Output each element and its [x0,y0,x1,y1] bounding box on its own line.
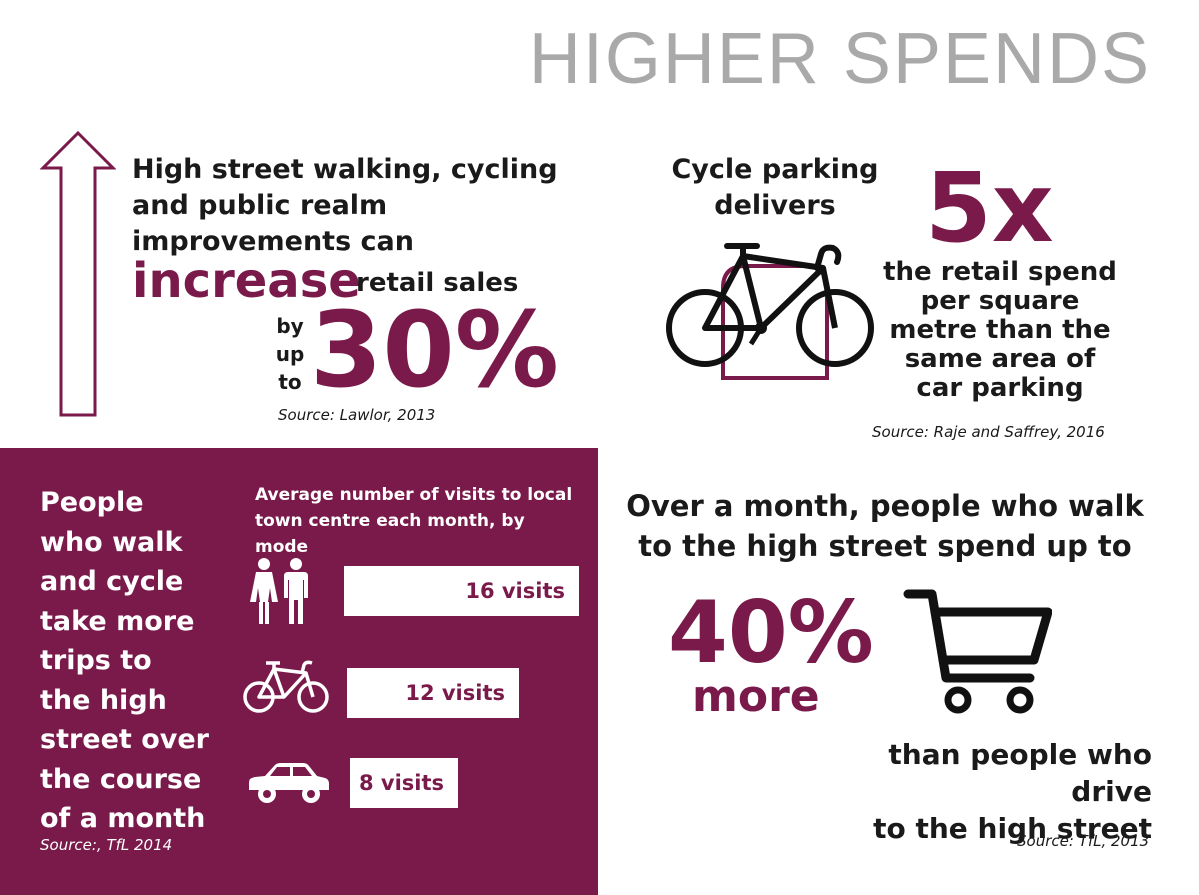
by-up-to-text: by up to [275,312,305,396]
section2-desc-line5: car parking [916,373,1084,403]
bar-label-cycle: 12 visits [405,681,505,705]
section1-text: High street walking, cycling and public … [132,152,558,260]
section3-line: take more [40,605,195,637]
section4-line2: to the high street spend up to [638,529,1132,563]
bar-label-walk: 16 visits [465,579,565,603]
section3-line: of a month [40,803,206,834]
pedestrians-icon [250,558,308,624]
section1-line1: High street walking, cycling [132,154,558,185]
bicycle-icon [243,660,329,713]
section4-source: Source: TfL, 2013 [1017,832,1150,850]
bicycle-parking-icon [666,243,874,380]
section2-desc-line1: the retail spend [883,257,1117,287]
car-icon [249,763,329,803]
section1-source: Source: Lawlor, 2013 [278,406,436,424]
chart-title: Average number of visits to local town c… [255,482,575,560]
section2-desc-line3: metre than the [889,315,1111,345]
section2-description: the retail spend per square metre than t… [880,258,1120,403]
section3-line: trips to [40,645,152,676]
up-word: up [275,342,305,366]
forty-percent: 40% [668,583,874,683]
to-word: to [278,370,302,394]
section4-than-line1: than people who drive [888,738,1152,808]
chart-title-line1: Average number of visits to local [255,485,573,505]
by-word: by [276,314,304,338]
section2-desc-line2: per square [920,286,1080,316]
section3-line: street over [40,724,210,755]
section4-text: Over a month, people who walk to the hig… [620,486,1150,566]
section3-line: the course [40,763,202,795]
bar-car: 8 visits [350,758,458,808]
section4-line1: Over a month, people who walk [626,489,1144,523]
up-arrow-icon [40,130,116,417]
increase-word: increase [132,253,361,309]
bar-cycle: 12 visits [347,668,519,718]
section1-line2: and public realm [132,190,388,221]
section2-source: Source: Raje and Saffrey, 2016 [872,423,1105,441]
section3-text: People who walk and cycle take more trip… [40,483,240,839]
section4-than-line2: to the high street [873,812,1152,845]
section1-line3: improvements can [132,226,414,257]
retail-sales-text: retail sales [356,268,519,298]
bar-walk: 16 visits [344,566,579,616]
chart-title-line2: town centre each month, by mode [255,511,525,557]
bar-label-car: 8 visits [358,771,444,795]
thirty-percent: 30% [310,289,559,411]
section2-line1: Cycle parking [671,154,879,185]
shopping-cart-icon [903,589,1052,714]
more-word: more [692,671,820,722]
page-title: HIGHER SPENDS [528,19,1151,99]
section2-desc-line4: same area of [904,344,1096,374]
section3-line: and cycle [40,566,184,597]
section3-line: People [40,487,144,518]
five-x: 5x [925,152,1054,264]
section4-than: than people who drive to the high street [800,736,1152,847]
section3-source: Source:, TfL 2014 [40,836,173,854]
section3-line: the high [40,684,167,716]
section2-text: Cycle parking delivers [660,152,890,224]
section2-line2: delivers [714,190,836,221]
section3-line: who walk [40,526,183,558]
